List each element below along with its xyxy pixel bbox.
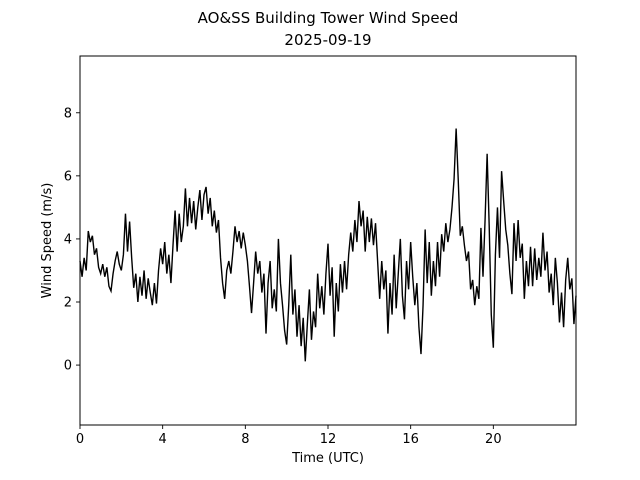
y-tick-label: 2 <box>64 296 72 311</box>
y-tick-label: 6 <box>64 169 72 184</box>
chart-title: AO&SS Building Tower Wind Speed 2025-09-… <box>80 7 576 51</box>
x-tick-label: 16 <box>402 432 419 447</box>
y-tick-label: 8 <box>64 106 72 121</box>
x-tick-label: 4 <box>159 432 167 447</box>
x-tick-label: 20 <box>485 432 502 447</box>
axes-frame <box>79 55 577 426</box>
wind-speed-line <box>79 128 577 362</box>
x-axis-label: Time (UTC) <box>292 451 364 466</box>
chart-title-line2: 2025-09-19 <box>284 31 372 49</box>
x-tick-label: 0 <box>76 432 84 447</box>
chart-title-line1: AO&SS Building Tower Wind Speed <box>197 9 459 27</box>
y-tick-label: 4 <box>64 232 72 247</box>
x-tick-label: 8 <box>241 432 249 447</box>
x-tick-label: 12 <box>320 432 337 447</box>
y-tick-label: 0 <box>64 359 72 374</box>
